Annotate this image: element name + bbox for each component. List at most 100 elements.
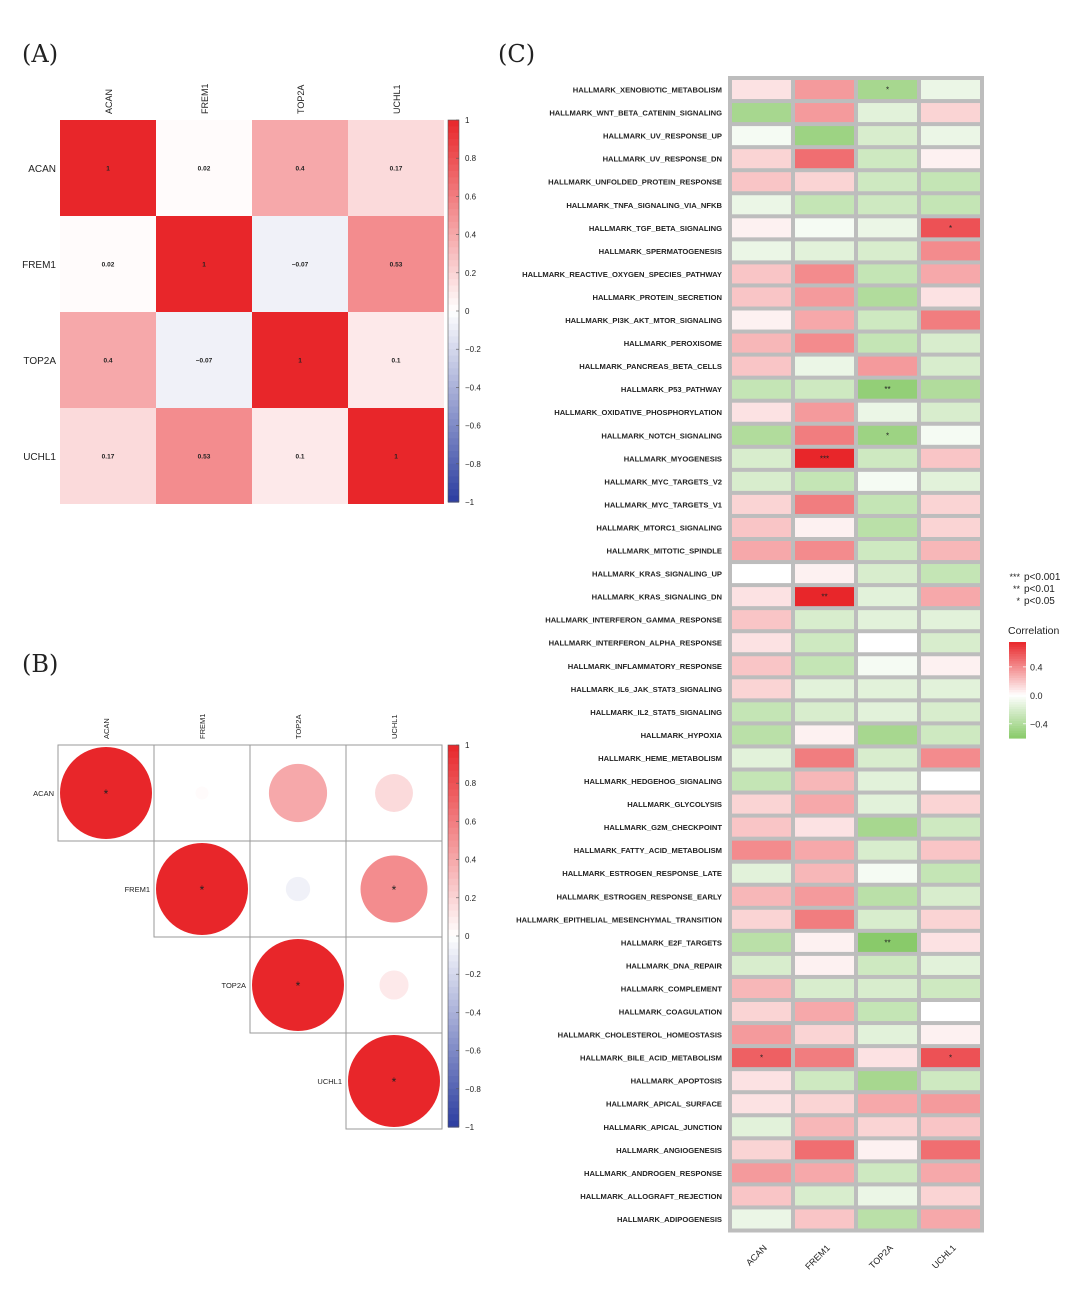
- heatmap-cell: [858, 679, 917, 699]
- heatmap-cell: [252, 120, 348, 216]
- colorbar-segment: [448, 897, 459, 905]
- colorbar-segment: [448, 215, 459, 223]
- heatmap-cell: [921, 840, 980, 860]
- colorbar-segment: [448, 368, 459, 376]
- heatmap-cell: [795, 494, 854, 514]
- heatmap-cell: [858, 1186, 917, 1206]
- colorbar-segment: [448, 361, 459, 369]
- column-label-uchl1: UCHL1: [390, 714, 399, 739]
- colorbar-segment: [448, 846, 459, 854]
- heatmap-cell: [858, 955, 917, 975]
- correlation-circle: [60, 747, 152, 839]
- heatmap-cell: [921, 195, 980, 215]
- heatmap-cell: [795, 379, 854, 399]
- heatmap-cell: [732, 1002, 791, 1022]
- significance-text: p<0.01: [1024, 584, 1055, 595]
- colorbar-segment: [448, 151, 459, 159]
- significance-star: **: [884, 938, 890, 947]
- colorbar-segment: [1009, 706, 1026, 710]
- heatmap-cell: [156, 120, 252, 216]
- heatmap-cell: [858, 1163, 917, 1183]
- colorbar-segment: [448, 349, 459, 357]
- row-label: HALLMARK_PI3K_AKT_MTOR_SIGNALING: [565, 316, 722, 325]
- heatmap-cell: [732, 748, 791, 768]
- heatmap-cell: [858, 564, 917, 584]
- heatmap-cell: [858, 126, 917, 146]
- heatmap-cell: [795, 218, 854, 238]
- heatmap-cell: [60, 312, 156, 408]
- row-label: HALLMARK_KRAS_SIGNALING_DN: [592, 593, 722, 602]
- colorbar-segment: [448, 885, 459, 893]
- colorbar-segment: [448, 279, 459, 287]
- heatmap-cell: [921, 679, 980, 699]
- heatmap-cell: [795, 80, 854, 100]
- colorbar-segment: [448, 980, 459, 988]
- heatmap-cell: [858, 448, 917, 468]
- heatmap-cell: [858, 587, 917, 607]
- colorbar-segment: [448, 1114, 459, 1122]
- colorbar-tick-label: −0.8: [465, 1085, 481, 1094]
- heatmap-cell: [921, 333, 980, 353]
- row-label: HALLMARK_ADIPOGENESIS: [617, 1215, 722, 1224]
- heatmap-cell: [795, 103, 854, 123]
- heatmap-cell: [921, 264, 980, 284]
- colorbar-segment: [448, 482, 459, 490]
- row-label: HALLMARK_HEME_METABOLISM: [598, 754, 722, 763]
- colorbar-segment: [1009, 663, 1026, 667]
- heatmap-cell: [795, 517, 854, 537]
- colorbar-segment: [448, 304, 459, 312]
- row-label: HALLMARK_PROTEIN_SECRETION: [592, 293, 722, 302]
- significance-mark: **: [1013, 584, 1021, 594]
- heatmap-cell: [732, 840, 791, 860]
- colorbar-segment: [1009, 642, 1026, 645]
- column-label-top2a: TOP2A: [867, 1243, 895, 1271]
- significance-mark: ***: [1009, 572, 1020, 582]
- heatmap-cell: [732, 817, 791, 837]
- heatmap-cell: [921, 1025, 980, 1045]
- colorbar-segment: [448, 438, 459, 446]
- panel-b-label: (B): [22, 650, 59, 678]
- heatmap-cell: [732, 1025, 791, 1045]
- heatmap-cell: [732, 471, 791, 491]
- heatmap-cell: [795, 656, 854, 676]
- colorbar-tick-label: −0.6: [465, 1047, 481, 1056]
- colorbar: 1 0.8 0.6 0.4 0.2 0 −0.2 −0.4 −0.6 −0.8 −1: [447, 741, 481, 1132]
- colorbar-segment: [448, 311, 459, 318]
- colorbar-segment: [448, 209, 459, 217]
- heatmap-cell: [858, 1209, 917, 1229]
- heatmap-cell: [858, 1117, 917, 1137]
- row-label: HALLMARK_INFLAMMATORY_RESPONSE: [568, 662, 722, 671]
- heatmap-cell: [732, 448, 791, 468]
- significance-star: *: [392, 883, 397, 897]
- colorbar-segment: [1009, 699, 1026, 703]
- colorbar-segment: [1009, 697, 1026, 701]
- colorbar-segment: [1009, 658, 1026, 662]
- row-label: HALLMARK_APICAL_SURFACE: [606, 1100, 722, 1109]
- colorbar-segment: [448, 923, 459, 931]
- colorbar-segment: [448, 476, 459, 484]
- significance-star: *: [200, 883, 205, 897]
- colorbar-segment: [448, 802, 459, 810]
- heatmap-cell: [921, 517, 980, 537]
- heatmap-cell: [732, 1209, 791, 1229]
- heatmap-cell: [732, 425, 791, 445]
- cell-value-label: 0.1: [295, 454, 304, 461]
- heatmap-cell: [732, 517, 791, 537]
- colorbar-segment: [448, 993, 459, 1001]
- row-label: HALLMARK_BILE_ACID_METABOLISM: [580, 1054, 722, 1063]
- heatmap-cell: [732, 1163, 791, 1183]
- colorbar-segment: [448, 910, 459, 918]
- correlation-circle: [195, 786, 209, 800]
- heatmap-cell: [795, 149, 854, 169]
- colorbar-segment: [448, 891, 459, 899]
- heatmap-cell: [795, 725, 854, 745]
- cell-value-label: −0.07: [196, 358, 213, 365]
- heatmap-cell: [921, 587, 980, 607]
- colorbar-segment: [448, 425, 459, 433]
- heatmap-cell: [858, 1094, 917, 1114]
- colorbar-segment: [448, 355, 459, 363]
- colorbar-segment: [1009, 682, 1026, 686]
- colorbar-segment: [448, 342, 459, 350]
- heatmap-cell: [795, 633, 854, 653]
- heatmap-cell: [732, 402, 791, 422]
